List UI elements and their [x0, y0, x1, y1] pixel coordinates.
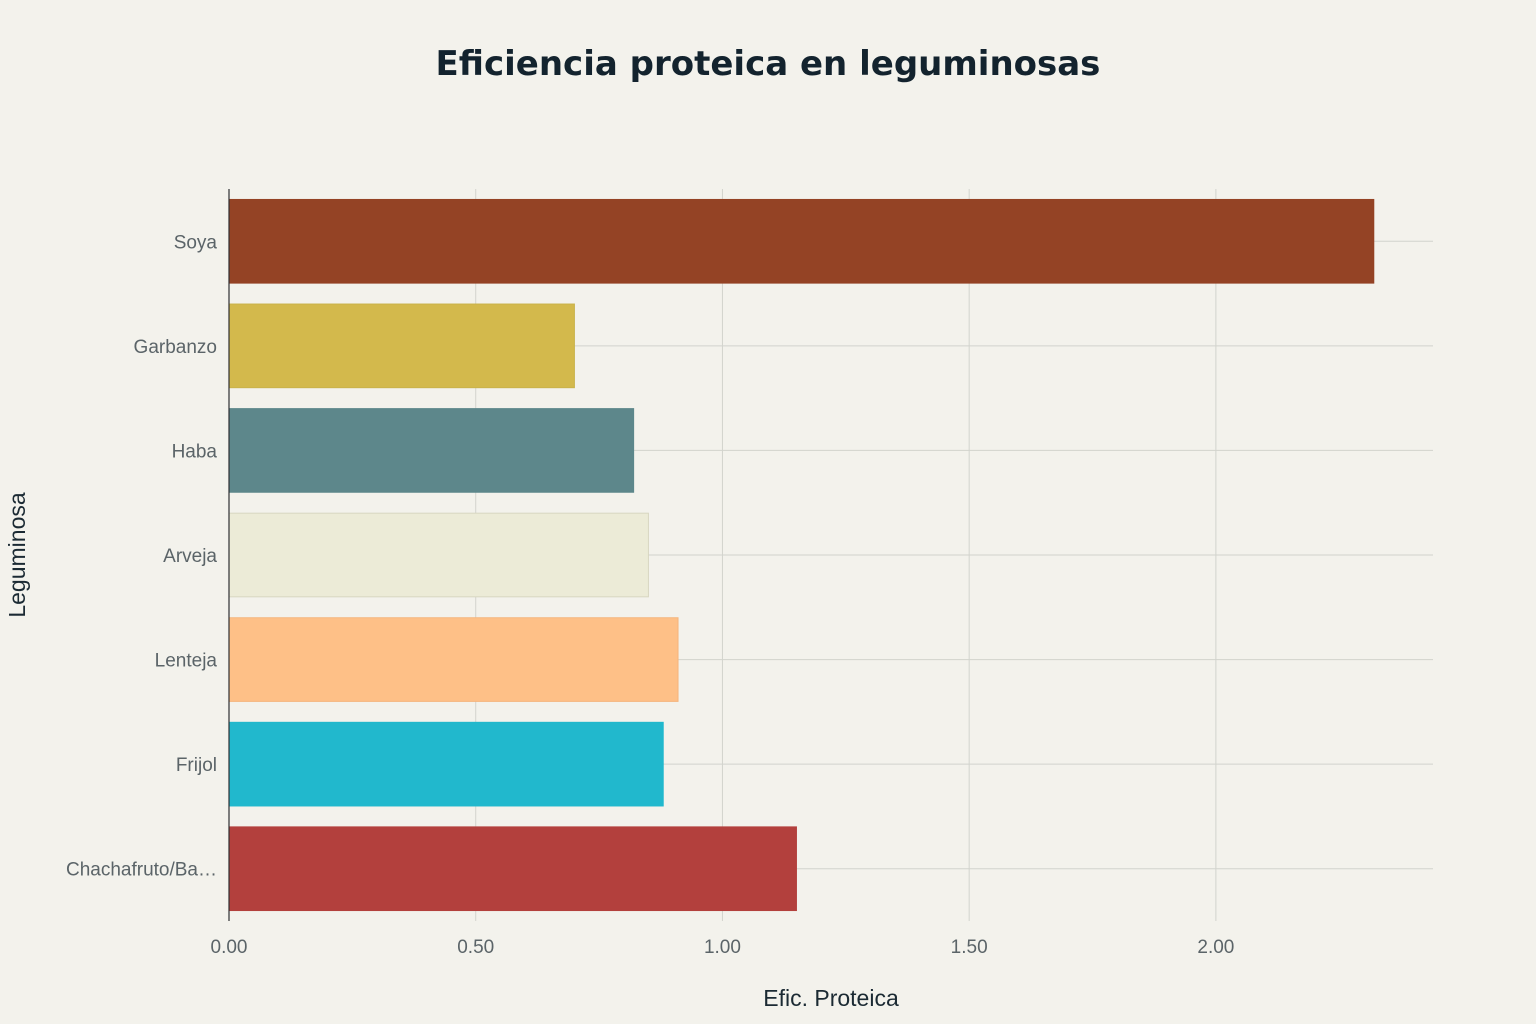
y-tick-label: Lenteja [155, 651, 218, 672]
bars [228, 198, 1375, 912]
y-tick-label: Frijol [176, 755, 217, 776]
x-tick-label: 1.50 [951, 937, 988, 958]
y-tick-label: Chachafruto/Ba… [66, 860, 217, 881]
x-tick-label: 2.00 [1197, 937, 1234, 958]
x-tick-label: 1.00 [704, 937, 741, 958]
y-tick-label: Haba [172, 441, 218, 462]
y-axis-title: Leguminosa [4, 492, 30, 618]
bar-chachafruto-ba [228, 826, 797, 912]
x-tick-labels: 0.00 0.50 1.00 1.50 2.00 [211, 937, 1235, 958]
y-tick-labels: Soya Garbanzo Haba Arveja Lenteja Frijol Chach… [66, 232, 217, 880]
bar-lenteja [228, 617, 679, 702]
x-axis-title: Efic. Proteica [763, 985, 899, 1011]
y-tick-label: Garbanzo [134, 337, 217, 358]
bar-arveja [228, 512, 649, 598]
chart-title: Eficiencia proteica en leguminosas [436, 44, 1101, 84]
y-tick-label: Soya [174, 232, 218, 253]
x-tick-label: 0.00 [211, 937, 248, 958]
y-tick-label: Arveja [163, 546, 217, 567]
bar-haba [228, 408, 635, 493]
bar-garbanzo [228, 303, 575, 389]
bar-soya [228, 198, 1375, 284]
x-tick-label: 0.50 [457, 937, 494, 958]
bar-frijol [228, 721, 664, 807]
